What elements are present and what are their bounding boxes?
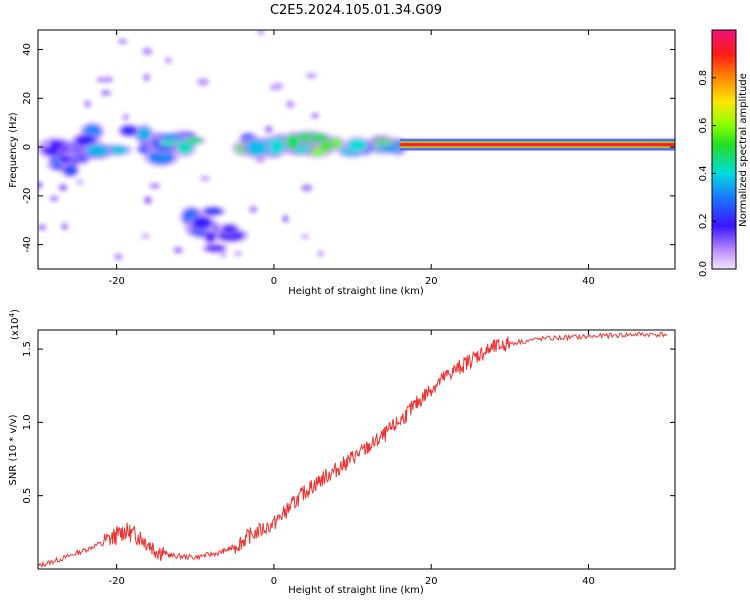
spectrogram-image bbox=[38, 30, 675, 261]
spectrogram-speckle bbox=[317, 251, 324, 257]
spectrogram-speckle bbox=[207, 226, 215, 233]
spectrogram-speckle bbox=[117, 39, 128, 44]
spectrogram-speckle bbox=[234, 251, 242, 257]
snr-x-label: Height of straight line (km) bbox=[288, 585, 424, 596]
y-tick-label: 1.0 bbox=[22, 414, 33, 430]
y-tick-label: 0 bbox=[22, 144, 33, 150]
spectrogram-speckle bbox=[122, 113, 129, 121]
x-tick-label: 40 bbox=[582, 276, 595, 287]
spectrogram-speckle bbox=[269, 84, 280, 91]
spectrogram-speckle bbox=[142, 47, 153, 56]
x-tick-label: 0 bbox=[271, 276, 277, 287]
spectrogram-cell bbox=[203, 207, 223, 216]
spectrogram-frame bbox=[37, 29, 676, 270]
colorbar-tick-label: 0.6 bbox=[698, 118, 709, 134]
spectrogram-speckle bbox=[49, 195, 59, 202]
spectrogram-speckle bbox=[311, 113, 319, 119]
spectrogram-speckle bbox=[141, 233, 151, 239]
spectrogram-speckle bbox=[61, 151, 73, 157]
snr-frame bbox=[37, 329, 676, 570]
spectrogram-cell bbox=[382, 145, 400, 153]
spectrogram-speckle bbox=[83, 100, 92, 108]
spectrogram-speckle bbox=[165, 57, 172, 64]
colorbar-gradient bbox=[711, 29, 737, 270]
snr-panel: -20 0 20 40 0.5 1.0 1.5 Height of straight li… bbox=[8, 309, 676, 596]
spectrogram-cell bbox=[185, 137, 203, 144]
y-tick-label: -40 bbox=[22, 236, 33, 252]
spectrogram-speckle bbox=[96, 77, 107, 83]
spectrogram-speckle bbox=[282, 215, 289, 223]
snr-y-ticks: 0.5 1.0 1.5 bbox=[22, 341, 675, 504]
y-tick-label: -20 bbox=[22, 188, 33, 204]
spectrogram-speckle bbox=[114, 253, 123, 261]
spectrogram-speckle bbox=[286, 100, 295, 108]
colorbar-tick-label: 0.0 bbox=[698, 261, 709, 277]
snr-y-scale-label: (x104) bbox=[8, 309, 21, 340]
x-tick-label: -20 bbox=[108, 576, 124, 587]
colorbar-tick-label: 0.8 bbox=[698, 70, 709, 86]
spectrogram-cell bbox=[136, 127, 152, 141]
spectrogram-speckle bbox=[105, 76, 113, 83]
spectrogram-cell bbox=[120, 125, 137, 136]
spectrogram-cell bbox=[286, 134, 300, 150]
x-tick-label: 20 bbox=[425, 276, 438, 287]
spectrogram-speckle bbox=[249, 206, 258, 213]
y-tick-label: 1.5 bbox=[22, 341, 33, 357]
spectrogram-speckle bbox=[200, 176, 211, 181]
snr-series-line bbox=[38, 331, 668, 569]
spectrogram-speckle bbox=[301, 184, 313, 192]
spectrogram-x-ticks: -20 0 20 40 bbox=[108, 30, 595, 287]
spectrogram-cell bbox=[320, 140, 333, 151]
y-tick-label: 40 bbox=[22, 43, 33, 56]
spectrogram-speckle bbox=[76, 179, 83, 185]
spectrogram-cell bbox=[160, 140, 178, 147]
spectrogram-speckle bbox=[143, 196, 152, 205]
x-tick-label: 20 bbox=[425, 576, 438, 587]
spectrogram-speckle bbox=[101, 90, 111, 96]
spectrogram-speckle bbox=[143, 73, 151, 82]
colorbar-ticks: 0.0 0.2 0.4 0.6 0.8 bbox=[698, 70, 716, 277]
figure-title: C2E5.2024.105.01.34.G09 bbox=[270, 3, 442, 18]
spectrogram-y-label: Frequency (Hz) bbox=[8, 112, 19, 188]
spectrogram-y-ticks: -40 -20 0 20 40 bbox=[22, 43, 675, 253]
spectrogram-cell bbox=[63, 165, 78, 176]
colorbar: 0.0 0.2 0.4 0.6 0.8 Normalized spectral ampl… bbox=[698, 29, 749, 277]
colorbar-tick-label: 0.2 bbox=[698, 213, 709, 229]
spectrogram-speckle bbox=[38, 224, 47, 231]
spectrogram-band bbox=[399, 143, 675, 146]
colorbar-label: Normalized spectral amplitude bbox=[738, 73, 749, 227]
spectrogram-speckle bbox=[38, 181, 43, 189]
spectrogram-cell bbox=[347, 138, 368, 152]
spectrogram-speckle bbox=[58, 184, 68, 191]
x-tick-label: 40 bbox=[582, 576, 595, 587]
spectrogram-cell bbox=[222, 224, 237, 234]
spectrogram-speckle bbox=[257, 30, 265, 35]
spectrogram-cell bbox=[205, 229, 216, 243]
spectrogram-speckle bbox=[197, 78, 209, 86]
spectrogram-cell bbox=[192, 216, 212, 229]
spectrogram-speckle bbox=[264, 125, 273, 134]
spectrogram-speckle bbox=[300, 234, 310, 239]
snr-y-label: SNR (10 * v/v) bbox=[8, 414, 19, 485]
colorbar-tick-label: 0.4 bbox=[698, 165, 709, 181]
spectrogram-speckle bbox=[305, 73, 318, 79]
spectrogram-cell bbox=[205, 244, 225, 252]
spectrogram-panel: -20 0 20 40 -40 -20 0 20 40 Height of straight … bbox=[8, 29, 676, 297]
spectrogram-speckle bbox=[61, 222, 68, 230]
snr-x-ticks: -20 0 20 40 bbox=[108, 330, 595, 587]
spectrogram-x-label: Height of straight line (km) bbox=[288, 286, 424, 297]
spectrogram-cell bbox=[86, 144, 109, 157]
spectrogram-cell bbox=[246, 140, 268, 156]
x-tick-label: -20 bbox=[108, 276, 124, 287]
x-tick-label: 0 bbox=[271, 576, 277, 587]
spectrogram-speckle bbox=[173, 246, 183, 254]
y-tick-label: 0.5 bbox=[22, 488, 33, 504]
spectrogram-speckle bbox=[41, 140, 51, 148]
spectrogram-speckle bbox=[255, 156, 266, 164]
spectrogram-speckle bbox=[220, 252, 227, 258]
y-tick-label: 20 bbox=[22, 92, 33, 105]
spectrogram-speckle bbox=[149, 183, 161, 189]
